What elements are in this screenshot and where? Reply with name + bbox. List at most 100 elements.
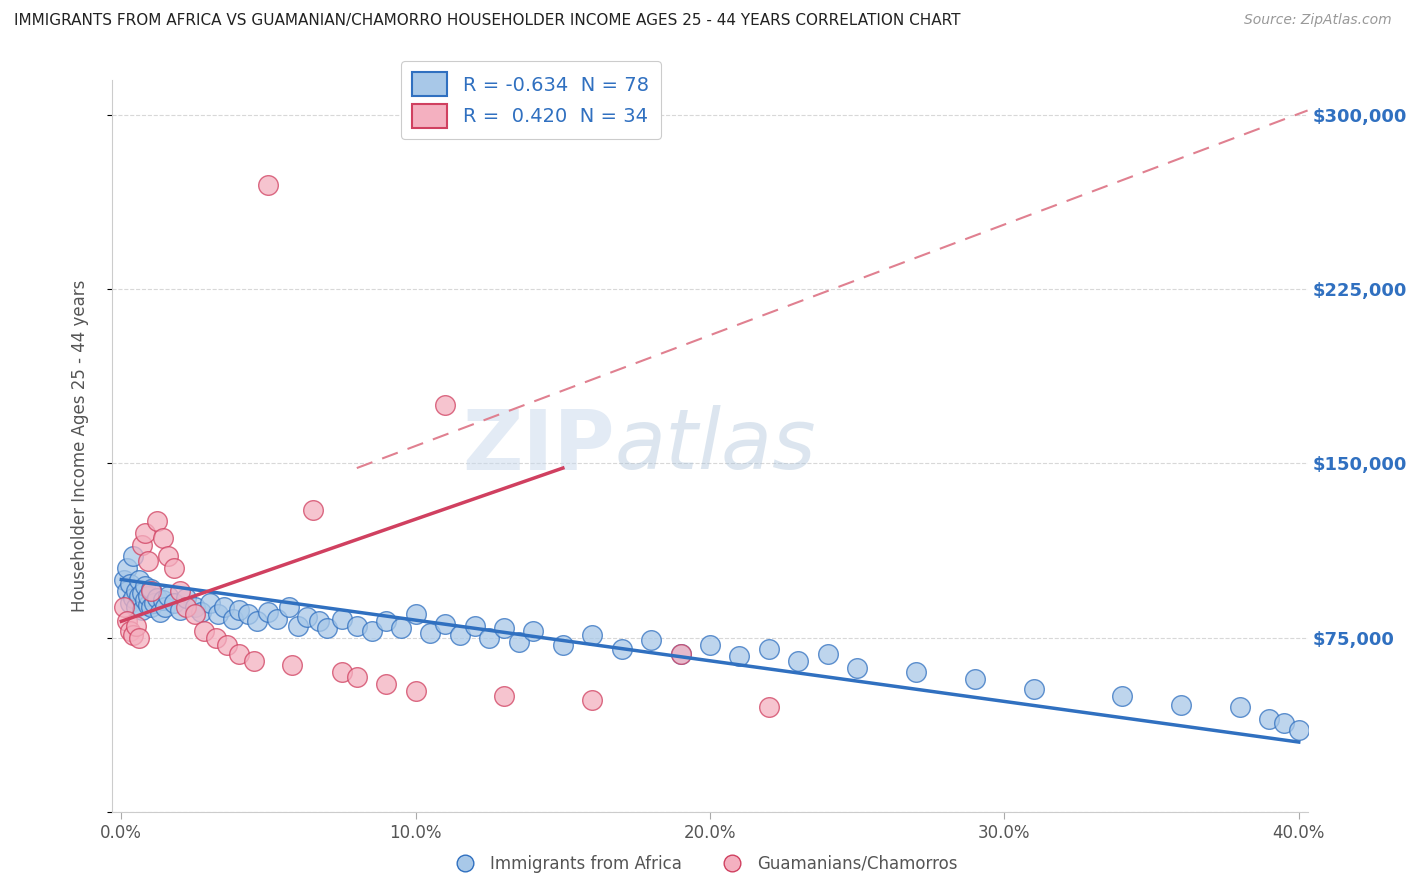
Point [905,665,928,680]
Point [610,642,633,657]
Point [375,677,398,691]
Text: ZIP: ZIP [463,406,614,486]
Point [174,600,197,615]
Point [236,607,259,622]
Point [139,582,162,596]
Point [669,647,692,661]
Point [122,549,145,564]
Point [115,584,138,599]
Point [131,603,153,617]
Point [301,503,323,517]
Point [228,603,250,617]
Point [640,632,662,647]
Point [522,624,544,638]
Point [246,615,269,629]
Text: IMMIGRANTS FROM AFRICA VS GUAMANIAN/CHAMORRO HOUSEHOLDER INCOME AGES 25 - 44 YEA: IMMIGRANTS FROM AFRICA VS GUAMANIAN/CHAM… [14,13,960,29]
Point [669,647,692,661]
Point [139,600,162,615]
Point [758,642,780,657]
Point [198,596,221,610]
Point [405,607,427,622]
Point [464,619,486,633]
Point [112,600,135,615]
Point [295,609,318,624]
Point [142,596,165,610]
Point [120,596,142,610]
Point [157,589,180,603]
Point [155,600,177,615]
Point [125,600,148,615]
Point [207,607,229,622]
Point [551,638,574,652]
Point [1258,712,1281,726]
Point [120,624,142,638]
Point [128,573,150,587]
Point [145,591,167,606]
Point [257,605,280,619]
Point [257,178,280,192]
Point [419,626,441,640]
Point [492,621,515,635]
Point [817,647,839,661]
Point [139,584,162,599]
Point [148,605,170,619]
Point [266,612,288,626]
Point [122,628,145,642]
Point [492,689,515,703]
Point [1111,689,1133,703]
Point [478,631,501,645]
Point [699,638,721,652]
Point [169,584,191,599]
Point [278,600,301,615]
Point [163,561,186,575]
Point [434,616,457,631]
Point [128,589,150,603]
Point [508,635,530,649]
Point [134,526,156,541]
Point [308,615,330,629]
Point [152,531,174,545]
Point [214,600,236,615]
Point [184,607,207,622]
Point [163,596,186,610]
Point [389,621,412,635]
Point [131,538,153,552]
Point [581,628,603,642]
Point [134,579,156,593]
Point [136,598,159,612]
Point [112,573,135,587]
Point [1229,700,1251,714]
Point [125,619,148,633]
Point [122,591,145,606]
Point [228,647,250,661]
Point [222,612,245,626]
Point [405,684,427,698]
Text: atlas: atlas [614,406,815,486]
Point [787,654,810,668]
Legend: Immigrants from Africa, Guamanians/Chamorros: Immigrants from Africa, Guamanians/Chamo… [441,848,965,880]
Y-axis label: Householder Income Ages 25 - 44 years: Householder Income Ages 25 - 44 years [70,280,89,612]
Point [330,612,353,626]
Point [346,670,368,684]
Point [434,398,457,412]
Point [131,586,153,600]
Point [136,554,159,568]
Point [190,605,212,619]
Point [152,593,174,607]
Point [316,621,339,635]
Legend: R = -0.634  N = 78, R =  0.420  N = 34: R = -0.634 N = 78, R = 0.420 N = 34 [401,61,661,139]
Point [287,619,309,633]
Point [204,631,226,645]
Point [330,665,353,680]
Point [169,603,191,617]
Point [346,619,368,633]
Point [193,624,215,638]
Point [758,700,780,714]
Point [449,628,471,642]
Point [134,593,156,607]
Point [846,661,869,675]
Point [360,624,382,638]
Point [125,584,148,599]
Point [115,561,138,575]
Point [128,631,150,645]
